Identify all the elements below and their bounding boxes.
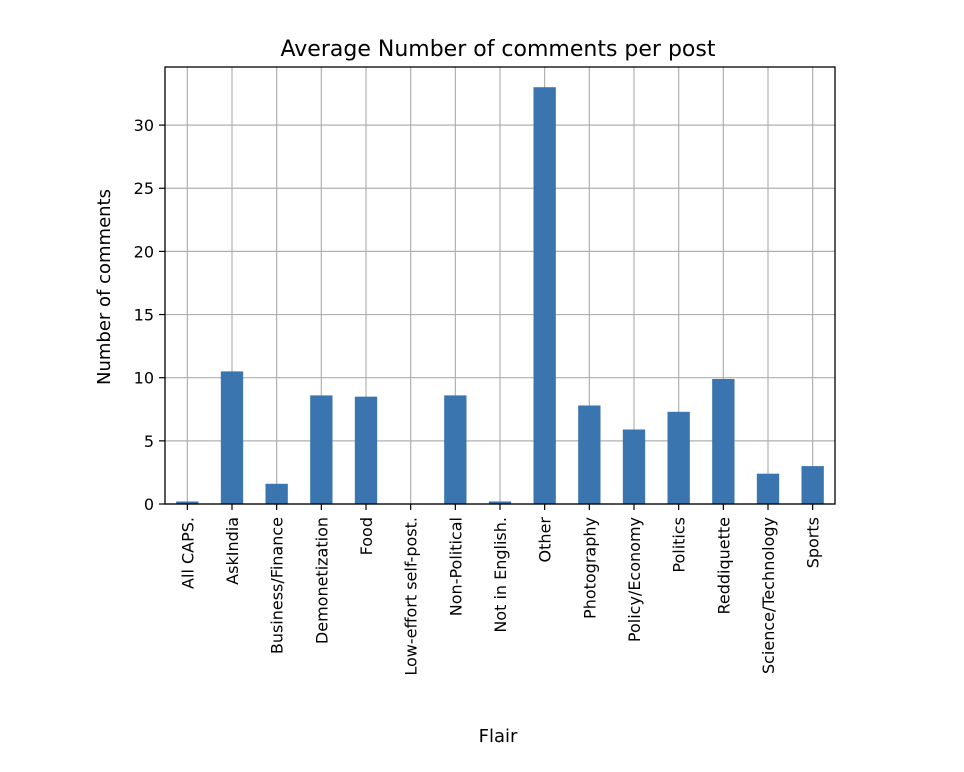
x-tick-label: Sports [804,517,823,568]
bar [354,396,378,504]
bar [488,501,512,504]
x-tick-label: All CAPS. [178,517,197,589]
y-axis-ticks: 0 5 10 15 20 25 30 [134,116,165,514]
y-axis-label: Number of comments [94,189,115,385]
bar [176,501,199,504]
x-tick-label: Politics [670,517,689,573]
bar [667,411,690,504]
x-tick-label: Business/Finance [268,517,287,654]
y-tick-label: 10 [134,369,154,388]
x-axis-ticks: All CAPS. AskIndia Business/Finance Demonet… [178,504,823,676]
bars [176,87,824,504]
y-tick-label: 30 [134,116,154,135]
y-tick-label: 0 [144,495,154,514]
x-tick-label: Non-Political [446,517,465,616]
bar [444,395,467,504]
y-tick-label: 5 [144,432,154,451]
bar [756,473,780,504]
y-tick-label: 15 [134,306,154,325]
x-axis-label: Flair [479,726,518,747]
bar [265,483,288,504]
x-tick-label: Photography [580,517,599,619]
y-tick-label: 20 [134,242,154,261]
x-tick-label: Science/Technology [759,517,778,674]
bar [310,395,333,504]
x-tick-label: Demonetization [312,517,331,644]
x-tick-label: Other [536,517,555,563]
x-tick-label: Policy/Economy [625,517,644,642]
bar [622,429,646,504]
bar [801,466,824,504]
chart-title: Average Number of comments per post [281,37,716,62]
x-tick-label: Not in English. [491,517,510,633]
bar [220,371,244,504]
y-tick-label: 25 [134,179,154,198]
x-tick-label: AskIndia [223,517,242,585]
x-tick-label: Food [357,517,376,555]
x-tick-label: Reddiquette [714,517,733,615]
bar [712,378,735,504]
bar [533,87,556,504]
x-tick-label: Low-effort self-post. [402,517,421,676]
bar [578,405,601,504]
